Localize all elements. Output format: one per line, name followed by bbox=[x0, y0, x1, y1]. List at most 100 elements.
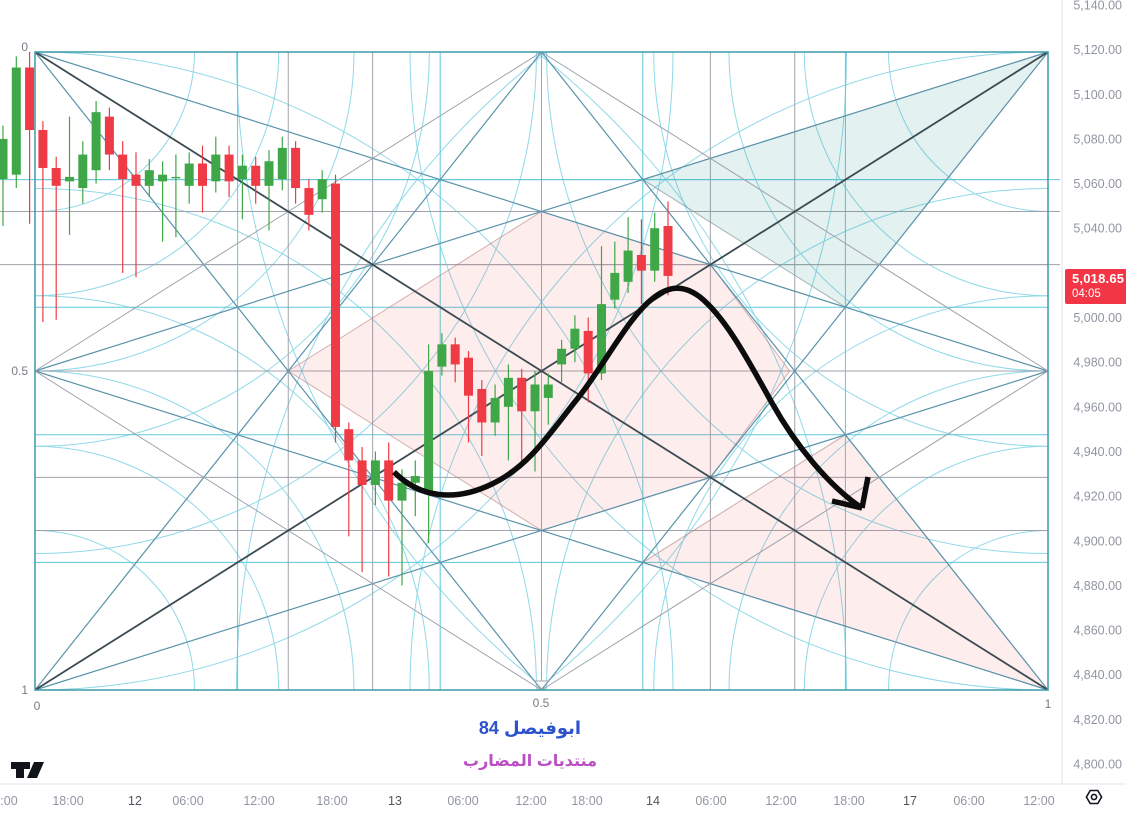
logo-t-glyph bbox=[11, 762, 30, 778]
candle-body bbox=[437, 344, 447, 367]
price-tick: 5,100.00 bbox=[1073, 88, 1122, 102]
price-tick: 5,140.00 bbox=[1073, 0, 1122, 13]
candle-body bbox=[331, 183, 340, 427]
price-tick: 4,920.00 bbox=[1073, 490, 1122, 504]
candle-body bbox=[503, 377, 513, 407]
gann-fan-line bbox=[34, 51, 1049, 372]
candle-body bbox=[11, 67, 21, 175]
gear-hex-outline bbox=[1085, 789, 1103, 805]
time-tick: 06:00 bbox=[695, 794, 726, 808]
trend-arrow-head bbox=[859, 476, 871, 509]
time-tick: 18:00 bbox=[571, 794, 602, 808]
candle-body bbox=[490, 397, 500, 423]
candle-body bbox=[158, 174, 168, 182]
time-tick: 12 bbox=[128, 794, 142, 808]
candle-body bbox=[211, 154, 221, 182]
price-tick: 5,040.00 bbox=[1073, 222, 1122, 236]
time-axis[interactable] bbox=[0, 785, 1062, 819]
price-axis[interactable] bbox=[1062, 0, 1126, 784]
gann-label: 0.5 bbox=[11, 364, 28, 378]
price-tick: 4,960.00 bbox=[1073, 400, 1122, 414]
candle-body bbox=[597, 304, 606, 374]
candle-body bbox=[291, 147, 301, 189]
gann-label: 0 bbox=[21, 40, 28, 54]
candle-body bbox=[304, 188, 314, 215]
candle-body bbox=[38, 130, 48, 168]
candle-body bbox=[557, 348, 567, 365]
time-tick: 18:00 bbox=[316, 794, 347, 808]
candle-body bbox=[397, 482, 407, 501]
tradingview-logo[interactable] bbox=[10, 757, 48, 779]
candle-body bbox=[543, 384, 553, 398]
time-tick: 17 bbox=[903, 794, 917, 808]
candle-body bbox=[65, 176, 74, 182]
candle-body bbox=[144, 170, 154, 186]
gann-label: 1 bbox=[21, 683, 28, 697]
candle-body bbox=[344, 429, 354, 461]
trend-arrow-head bbox=[831, 498, 863, 511]
time-tick: 13 bbox=[388, 794, 402, 808]
time-tick: 18:00 bbox=[52, 794, 83, 808]
gann-fan-line bbox=[34, 370, 1049, 691]
candle-body bbox=[25, 67, 35, 131]
gear-center-hole bbox=[1090, 793, 1098, 801]
candle-body bbox=[237, 165, 247, 180]
candle-body bbox=[410, 476, 420, 483]
price-tick: 4,880.00 bbox=[1073, 579, 1122, 593]
candle-body bbox=[477, 388, 487, 423]
candle-body bbox=[650, 228, 660, 271]
candle-body bbox=[184, 163, 194, 186]
time-tick: 12:00 bbox=[243, 794, 274, 808]
candle-body bbox=[91, 112, 101, 171]
candle-body bbox=[104, 116, 114, 155]
candle-body bbox=[384, 460, 394, 501]
time-tick: 18:00 bbox=[833, 794, 864, 808]
logo-v-glyph bbox=[27, 762, 44, 778]
gann-fan-line bbox=[541, 51, 1049, 691]
settings-gear-icon[interactable] bbox=[1082, 785, 1106, 809]
candle-body bbox=[78, 154, 88, 189]
trend-arrow-curve bbox=[392, 285, 864, 511]
price-tick: 5,120.00 bbox=[1073, 43, 1122, 57]
gann-label: 1 bbox=[1045, 697, 1052, 711]
time-tick: 12:00 bbox=[515, 794, 546, 808]
candle-body bbox=[610, 272, 620, 300]
price-tick: 5,080.00 bbox=[1073, 132, 1122, 146]
time-tick: 12:00 bbox=[1023, 794, 1054, 808]
price-tick: 4,860.00 bbox=[1073, 624, 1122, 638]
candle-body bbox=[51, 167, 61, 186]
candle-body bbox=[370, 460, 380, 485]
candle-body bbox=[450, 344, 460, 365]
candle-body bbox=[663, 226, 673, 276]
candle-body bbox=[583, 330, 593, 374]
time-tick: 06:00 bbox=[172, 794, 203, 808]
last-price-value: 5,018.65 bbox=[1072, 271, 1125, 286]
watermark-forum: منتديات المضارب bbox=[462, 753, 598, 770]
candle-body bbox=[131, 174, 141, 186]
candle-body bbox=[357, 460, 367, 485]
candle-body bbox=[464, 357, 473, 396]
price-tick: 4,800.00 bbox=[1073, 758, 1122, 772]
candle-body bbox=[198, 163, 207, 186]
last-price-tag: 5,018.65 04:05 bbox=[1065, 269, 1126, 304]
gann-fan-line bbox=[34, 51, 542, 691]
gann-label: 0 bbox=[34, 699, 41, 713]
candle-body bbox=[171, 176, 181, 179]
price-tick: 5,060.00 bbox=[1073, 177, 1122, 191]
candlestick-series bbox=[0, 51, 673, 586]
price-tick: 4,840.00 bbox=[1073, 668, 1122, 682]
price-tick: 5,000.00 bbox=[1073, 311, 1122, 325]
candle-body bbox=[251, 165, 261, 186]
watermark-author: ابوفيصل 84 bbox=[478, 718, 582, 738]
candle-body bbox=[224, 154, 234, 182]
candle-body bbox=[277, 147, 287, 180]
candle-body bbox=[118, 154, 128, 180]
time-tick: 14 bbox=[646, 794, 660, 808]
candle-body bbox=[636, 255, 646, 271]
time-tick: 12:00 bbox=[765, 794, 796, 808]
price-tick: 4,820.00 bbox=[1073, 713, 1122, 727]
candle-body bbox=[317, 179, 327, 200]
time-tick: 06:00 bbox=[953, 794, 984, 808]
